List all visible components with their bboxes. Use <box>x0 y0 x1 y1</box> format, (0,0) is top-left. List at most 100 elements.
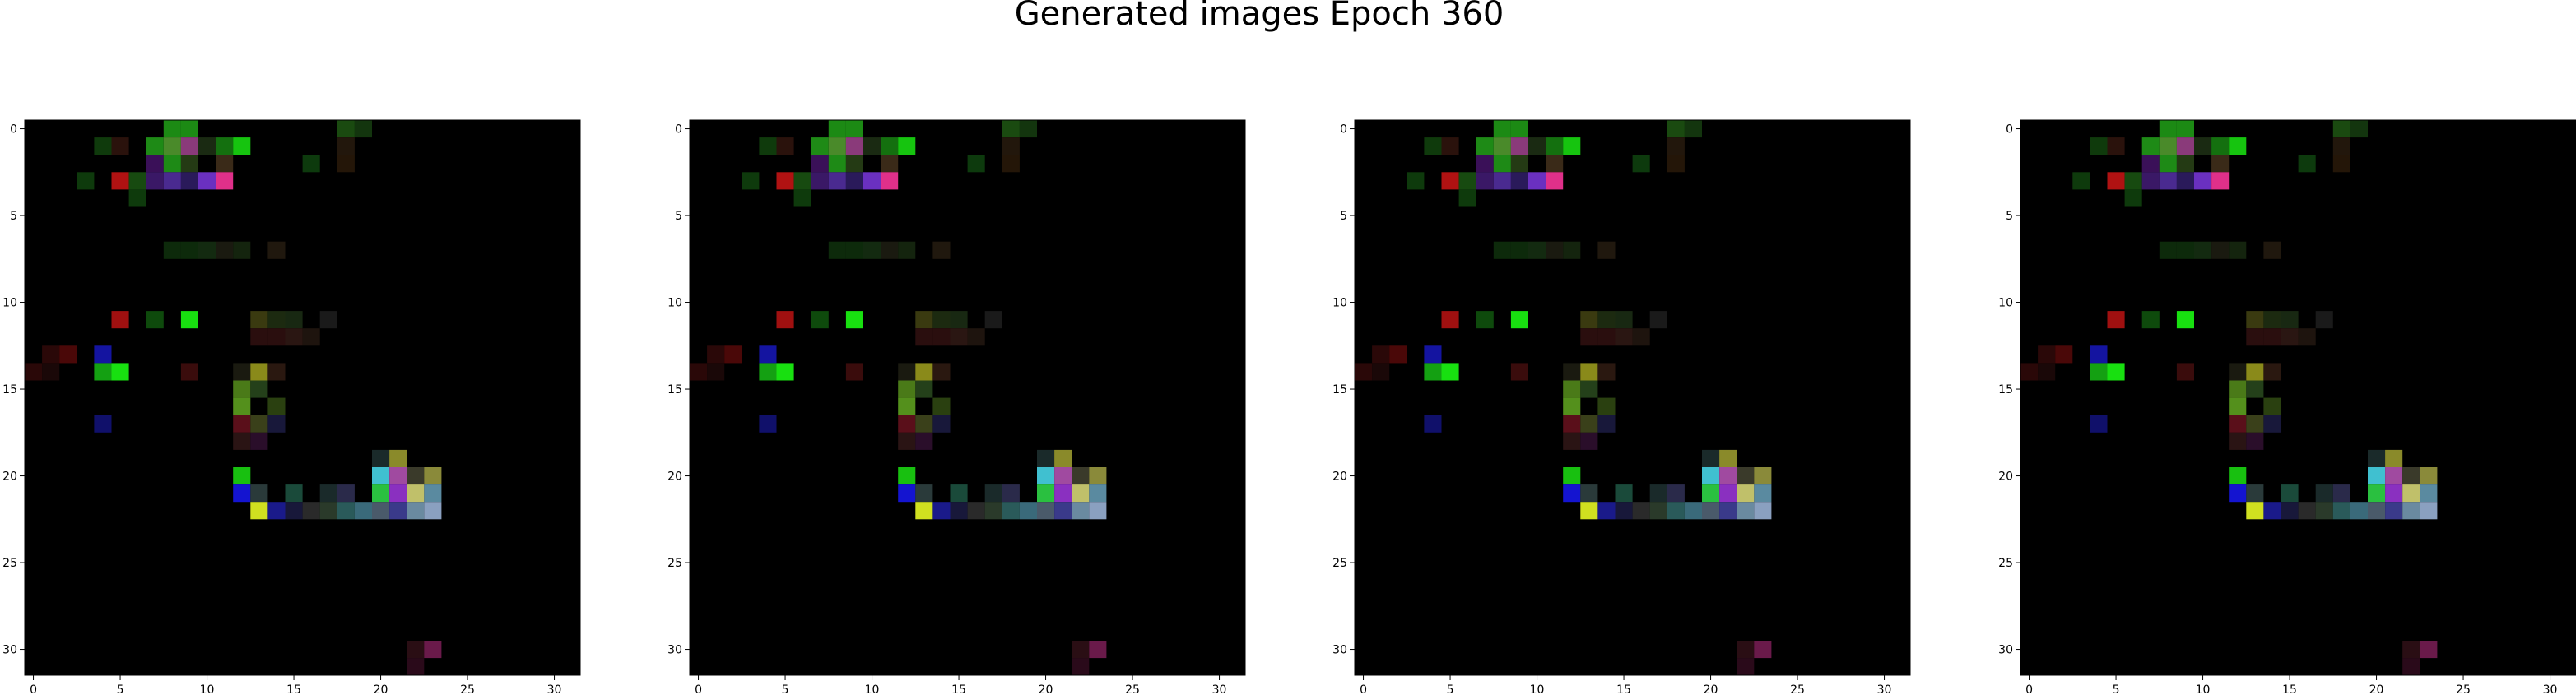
image-pixel <box>1441 137 1459 155</box>
image-pixel <box>2124 189 2142 207</box>
image-pixel <box>811 172 829 190</box>
axes-frame <box>689 119 1246 676</box>
y-tick-label: 25 <box>2 557 17 570</box>
image-pixel <box>2368 449 2386 467</box>
image-pixel <box>1089 641 1107 659</box>
image-pixel <box>1667 502 1685 520</box>
image-background <box>2020 120 2576 675</box>
image-pixel <box>984 502 1002 520</box>
image-pixel <box>1019 502 1037 520</box>
image-pixel <box>1563 363 1581 381</box>
image-pixel <box>319 502 337 520</box>
image-pixel <box>1019 120 1037 138</box>
image-pixel <box>1737 641 1755 659</box>
image-pixel <box>1737 502 1755 520</box>
image-pixel <box>898 137 916 155</box>
image-pixel <box>233 137 251 155</box>
image-pixel <box>915 432 933 450</box>
image-pixel <box>146 155 164 173</box>
image-background <box>1355 120 1910 675</box>
image-pixel <box>2038 363 2056 381</box>
image-pixel <box>285 502 303 520</box>
image-pixel <box>1054 449 1072 467</box>
x-tick-label: 30 <box>547 683 562 695</box>
y-tick-label: 15 <box>667 383 682 396</box>
image-pixel <box>1563 415 1581 433</box>
x-tick-label: 25 <box>2456 683 2471 695</box>
y-tick-label: 30 <box>2 644 17 657</box>
image-pixel <box>163 172 181 190</box>
image-pixel <box>424 641 442 659</box>
image-pixel <box>967 328 985 346</box>
image-pixel <box>1441 363 1459 381</box>
image-pixel <box>932 502 951 520</box>
image-pixel <box>845 155 863 173</box>
image-pixel <box>2350 120 2368 138</box>
image-pixel <box>1089 502 1107 520</box>
image-pixel <box>793 189 811 207</box>
image-pixel <box>984 484 1002 503</box>
image-pixel <box>2281 502 2299 520</box>
axes-frame <box>24 119 581 676</box>
image-pixel <box>2402 658 2420 676</box>
image-pixel <box>2194 241 2212 259</box>
image-pixel <box>881 137 899 155</box>
image-pixel <box>2159 241 2177 259</box>
image-pixel <box>319 311 337 329</box>
image-pixel <box>1580 311 1598 329</box>
image-pixel <box>2176 241 2194 259</box>
figure-title: Generated images Epoch 360 <box>1015 0 1504 33</box>
y-tick-label: 15 <box>1332 383 1347 396</box>
image-pixel <box>1458 189 1476 207</box>
image-pixel <box>250 363 268 381</box>
image-pixel <box>337 155 355 173</box>
image-pixel <box>1649 311 1667 329</box>
image-pixel <box>2229 415 2247 433</box>
image-pixel <box>146 311 164 329</box>
image-pixel <box>1510 137 1528 155</box>
image-pixel <box>128 189 146 207</box>
image-pixel <box>1719 484 1737 503</box>
image-pixel <box>1493 172 1511 190</box>
image-pixel <box>898 363 916 381</box>
image-pixel <box>59 345 77 364</box>
image-pixel <box>2194 137 2212 155</box>
image-pixel <box>128 172 146 190</box>
image-pixel <box>707 345 725 364</box>
image-pixel <box>372 449 390 467</box>
y-tick-label: 5 <box>2006 210 2013 223</box>
image-pixel <box>1580 415 1598 433</box>
y-tick-label: 10 <box>1332 297 1347 310</box>
image-pixel <box>163 137 181 155</box>
image-pixel <box>2368 467 2386 485</box>
image-pixel <box>1510 311 1528 329</box>
y-tick-label: 0 <box>10 123 17 137</box>
image-panel-1: 0 5 10 15 20 25 30 0 5 10 15 20 25 30 <box>2 119 581 695</box>
image-pixel <box>1632 155 1650 173</box>
image-pixel <box>250 432 268 450</box>
image-pixel <box>2263 502 2281 520</box>
image-pixel <box>2246 484 2264 503</box>
image-pixel <box>1580 380 1598 398</box>
image-pixel <box>1754 467 1772 485</box>
image-pixel <box>372 502 390 520</box>
x-tick-label: 20 <box>2369 683 2384 695</box>
image-pixel <box>180 172 198 190</box>
x-tick-label: 10 <box>1530 683 1545 695</box>
image-pixel <box>180 311 198 329</box>
image-pixel <box>337 137 355 155</box>
image-pixel <box>2298 502 2316 520</box>
image-pixel <box>950 328 968 346</box>
image-pixel <box>1389 345 1407 364</box>
image-pixel <box>407 658 425 676</box>
y-tick-label: 5 <box>1340 210 1347 223</box>
image-pixel <box>1493 137 1511 155</box>
image-pixel <box>1089 467 1107 485</box>
image-pixel <box>1493 120 1511 138</box>
image-pixel <box>216 172 234 190</box>
image-pixel <box>302 328 320 346</box>
image-pixel <box>233 363 251 381</box>
image-pixel <box>1458 172 1476 190</box>
y-tick-label: 0 <box>1340 123 1347 137</box>
image-pixel <box>1072 641 1090 659</box>
